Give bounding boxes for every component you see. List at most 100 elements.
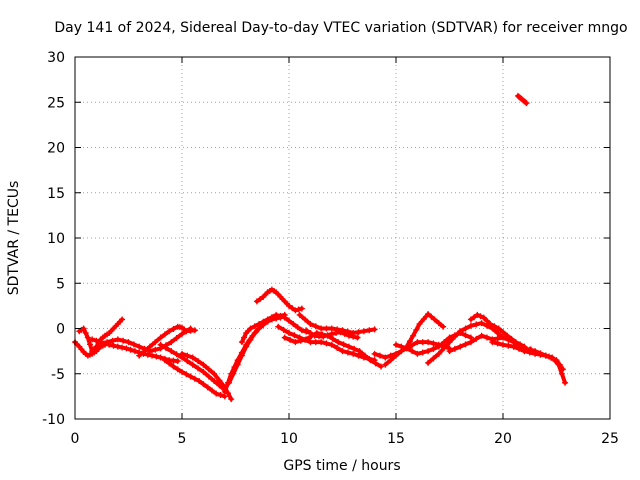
data-point [80, 325, 87, 332]
x-tick-label: 10 [280, 431, 298, 447]
data-point [462, 341, 469, 348]
series-arc-25 [514, 92, 530, 107]
data-point [162, 344, 169, 351]
data-point [382, 354, 389, 361]
data-point [86, 341, 93, 348]
data-point [97, 339, 104, 346]
data-point [419, 349, 426, 356]
data-point [200, 381, 207, 388]
data-point [451, 345, 458, 352]
data-point [345, 343, 352, 350]
data-point [183, 371, 190, 378]
data-point [205, 366, 212, 373]
data-point [289, 305, 296, 312]
data-point [328, 330, 335, 337]
data-point [559, 366, 566, 373]
data-point [419, 339, 426, 346]
data-point [558, 370, 565, 377]
data-point [480, 314, 487, 321]
data-point [344, 349, 351, 356]
data-point [409, 348, 416, 355]
data-point [430, 355, 437, 362]
data-point [562, 379, 569, 386]
data-point [425, 339, 432, 346]
data-point [360, 328, 367, 335]
data-point [296, 311, 303, 318]
data-point [184, 358, 191, 365]
data-point [273, 311, 280, 318]
data-point [505, 342, 512, 349]
data-point [387, 357, 394, 364]
data-point [114, 336, 121, 343]
data-point [303, 327, 310, 334]
data-point [280, 326, 287, 333]
data-point [333, 330, 340, 337]
data-point [512, 339, 519, 346]
data-point [168, 348, 175, 355]
data-point [179, 330, 185, 337]
data-point [494, 330, 501, 337]
data-point [141, 348, 148, 355]
data-point [446, 348, 453, 355]
data-point [196, 377, 203, 384]
data-point [355, 352, 362, 359]
data-point [295, 306, 302, 313]
data-point [318, 325, 325, 332]
data-point [483, 317, 490, 324]
series-arc-18 [382, 311, 447, 368]
data-point [356, 348, 363, 355]
data-point [211, 370, 218, 377]
data-point [189, 361, 196, 368]
data-point [491, 323, 498, 330]
data-point [211, 377, 218, 384]
y-tick-label: -10 [42, 412, 65, 428]
data-point [256, 320, 263, 327]
data-point [260, 318, 267, 325]
series-arc-12 [253, 286, 305, 314]
data-point [521, 345, 528, 352]
y-tick-label: 30 [47, 50, 65, 66]
data-point [312, 323, 319, 330]
series-arc-6 [157, 341, 228, 394]
data-point [241, 334, 248, 341]
series-arc-15 [296, 311, 378, 337]
data-point [157, 341, 164, 348]
data-point [251, 330, 258, 337]
data-point [328, 341, 335, 348]
data-point [125, 339, 132, 346]
data-point [398, 343, 405, 350]
data-point [553, 357, 560, 364]
data-point [136, 343, 143, 350]
data-point [109, 337, 116, 344]
data-point [334, 344, 341, 351]
data-point [382, 361, 389, 368]
data-point [161, 357, 168, 364]
data-point [350, 350, 357, 357]
series-line [254, 287, 304, 313]
data-point [204, 384, 211, 391]
data-point [291, 332, 298, 339]
data-point [446, 339, 453, 346]
data-point [416, 320, 423, 327]
data-point [500, 341, 506, 348]
data-point [542, 352, 549, 359]
data-point [483, 334, 490, 341]
data-point [320, 333, 327, 340]
data-point [556, 361, 563, 368]
data-point [184, 352, 191, 359]
y-tick-label: -5 [51, 367, 65, 383]
data-point [337, 329, 344, 336]
data-point [264, 316, 271, 323]
data-point [136, 352, 143, 359]
data-point [329, 335, 336, 342]
data-point [413, 326, 420, 333]
data-point [473, 321, 480, 328]
data-point [393, 341, 399, 348]
data-point [504, 332, 511, 339]
data-point [286, 317, 292, 324]
data-point [367, 357, 374, 364]
data-point [323, 340, 330, 347]
data-point [170, 325, 177, 332]
y-axis-label: SDTVAR / TECUs [6, 181, 22, 296]
data-point [104, 339, 111, 346]
